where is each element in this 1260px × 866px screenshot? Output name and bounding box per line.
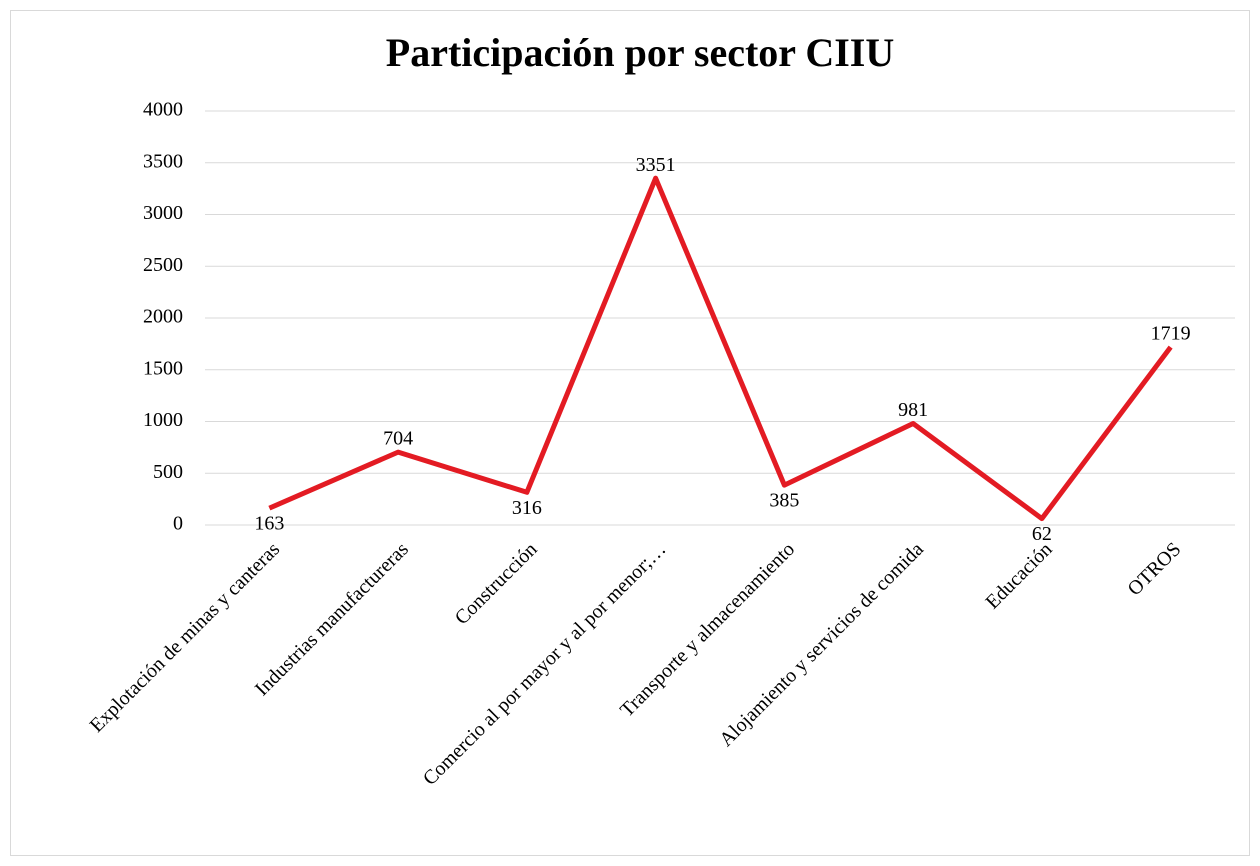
y-tick-label: 500 [153,461,183,483]
data-label: 163 [254,513,284,535]
chart-border [10,10,1250,856]
data-line [268,175,1173,522]
y-tick-label: 4000 [143,99,183,121]
data-label: 316 [512,497,542,519]
data-label: 385 [769,490,799,512]
data-label: 981 [898,399,928,421]
data-label: 3351 [636,154,676,176]
data-label: 62 [1032,523,1052,545]
y-tick-label: 3000 [143,202,183,224]
y-tick-label: 1500 [143,357,183,379]
chart-title: Participación por sector CIIU [386,30,894,75]
data-label: 1719 [1151,323,1191,345]
y-tick-label: 2500 [143,254,183,276]
y-tick-label: 0 [173,513,183,535]
data-label: 704 [383,428,413,450]
y-tick-label: 2000 [143,306,183,328]
y-tick-label: 3500 [143,150,183,172]
y-tick-label: 1000 [143,409,183,431]
